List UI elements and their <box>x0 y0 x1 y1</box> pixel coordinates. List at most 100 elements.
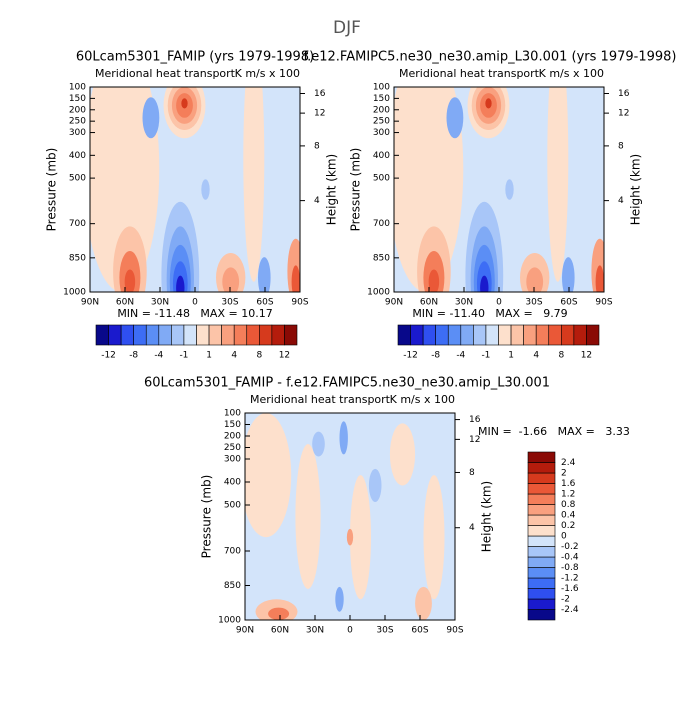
panel-units: K m/s x 100 <box>539 67 604 80</box>
y-tick-label: 500 <box>224 501 241 511</box>
x-tick-label: 90S <box>446 626 463 636</box>
colorbar-box <box>527 546 556 558</box>
contour-region <box>222 267 240 292</box>
y-tick-label: 1000 <box>367 288 390 298</box>
y2-tick-label: 4 <box>469 523 475 533</box>
y-axis-label: Pressure (mb) <box>45 148 59 232</box>
y-tick-label: 500 <box>373 174 390 184</box>
colorbar-box <box>133 324 147 346</box>
x-tick-label: 90N <box>385 298 403 308</box>
colorbar-label: 0.8 <box>561 500 576 510</box>
y-tick-label: 400 <box>224 478 241 488</box>
contour-region <box>295 444 321 589</box>
colorbar-label: 0 <box>561 532 567 542</box>
y2-tick-label: 16 <box>469 415 481 425</box>
colorbar-label: -1.2 <box>561 574 579 584</box>
colorbar-label: 0.2 <box>561 521 575 531</box>
colorbar-label: 8 <box>558 351 564 361</box>
x-tick-label: 60N <box>420 298 438 308</box>
y-tick-label: 850 <box>69 253 86 263</box>
contour-region <box>595 265 604 292</box>
y-tick-label: 200 <box>69 105 86 115</box>
y-tick-label: 700 <box>69 219 86 229</box>
colorbar-label: 2 <box>561 469 567 479</box>
colorbar-label: 4 <box>533 351 539 361</box>
colorbar-box <box>527 556 556 568</box>
colorbar-box <box>221 324 235 346</box>
x-tick-label: 60S <box>411 626 428 636</box>
panel-units: K m/s x 100 <box>235 67 300 80</box>
y-tick-label: 500 <box>69 174 86 184</box>
panel-title: f.e12.FAMIPC5.ne30_ne30.amip_L30.001 (yr… <box>304 50 677 65</box>
colorbar-box <box>527 535 556 547</box>
colorbar-label: 2.4 <box>561 458 576 468</box>
min-max: MIN = -11.48 MAX = 10.17 <box>117 307 272 320</box>
contour-field <box>90 87 300 292</box>
colorbar-label: -0.2 <box>561 542 579 552</box>
colorbar-label: 12 <box>279 351 290 361</box>
colorbar-box <box>548 324 562 346</box>
y-tick-label: 150 <box>373 94 390 104</box>
y-tick-label: 150 <box>224 420 241 430</box>
contour-region <box>258 257 271 292</box>
min-max: MIN = -11.40 MAX = 9.79 <box>412 307 567 320</box>
x-tick-label: 60N <box>116 298 134 308</box>
contour-region <box>415 586 432 620</box>
contour-region <box>312 431 325 457</box>
colorbar-box <box>586 324 600 346</box>
colorbar-box <box>171 324 185 346</box>
y-tick-label: 1000 <box>63 288 86 298</box>
contour-region <box>505 179 514 200</box>
y2-tick-label: 4 <box>314 196 320 206</box>
colorbar-box <box>527 525 556 537</box>
colorbar-box <box>527 451 556 463</box>
min-max: MIN = -1.66 MAX = 3.33 <box>478 425 630 438</box>
contour-region <box>368 468 382 503</box>
y-tick-label: 200 <box>224 432 241 442</box>
contour-region <box>201 179 210 200</box>
colorbar-box <box>120 324 134 346</box>
colorbar-label: -8 <box>431 351 440 361</box>
colorbar-box <box>284 324 298 346</box>
colorbar-box <box>527 493 556 505</box>
colorbar-label: -0.8 <box>561 563 579 573</box>
colorbar-label: 1 <box>206 351 212 361</box>
colorbar-label: 0.4 <box>561 511 576 521</box>
colorbar-box <box>246 324 260 346</box>
contour-region <box>526 267 544 292</box>
x-tick-label: 90N <box>81 298 99 308</box>
x-tick-label: 60S <box>560 298 577 308</box>
x-tick-label: 0 <box>347 626 353 636</box>
contour-region <box>181 98 188 109</box>
colorbar-box <box>233 324 248 346</box>
contour-region <box>423 475 445 600</box>
colorbar-box <box>527 514 556 526</box>
colorbar-label: -8 <box>129 351 138 361</box>
panel-title: 60Lcam5301_FAMIP (yrs 1979-1998) <box>76 50 314 65</box>
y2-tick-label: 8 <box>469 468 475 478</box>
figure-title: DJF <box>333 18 361 38</box>
colorbar-box <box>460 324 474 346</box>
colorbar-box <box>485 324 499 346</box>
colorbar-label: 8 <box>256 351 262 361</box>
colorbar-box <box>523 324 537 346</box>
contour-region <box>176 275 185 292</box>
x-tick-label: 30N <box>455 298 473 308</box>
colorbar-label: -1 <box>481 351 490 361</box>
colorbar-box <box>527 577 556 589</box>
colorbar-label: 1.6 <box>561 479 576 489</box>
y-tick-label: 1000 <box>218 616 241 626</box>
y-tick-label: 300 <box>69 128 86 138</box>
y-tick-label: 250 <box>224 443 241 453</box>
colorbar-box <box>527 504 556 516</box>
y-axis-label: Pressure (mb) <box>200 475 214 559</box>
colorbar-box <box>183 324 197 346</box>
colorbar-label: -4 <box>154 351 163 361</box>
y-tick-label: 700 <box>224 547 241 557</box>
y-tick-label: 400 <box>373 151 390 161</box>
x-tick-label: 60N <box>271 626 289 636</box>
y2-tick-label: 12 <box>618 109 629 119</box>
colorbar-box <box>196 324 210 346</box>
panel-units: K m/s x 100 <box>390 393 455 406</box>
